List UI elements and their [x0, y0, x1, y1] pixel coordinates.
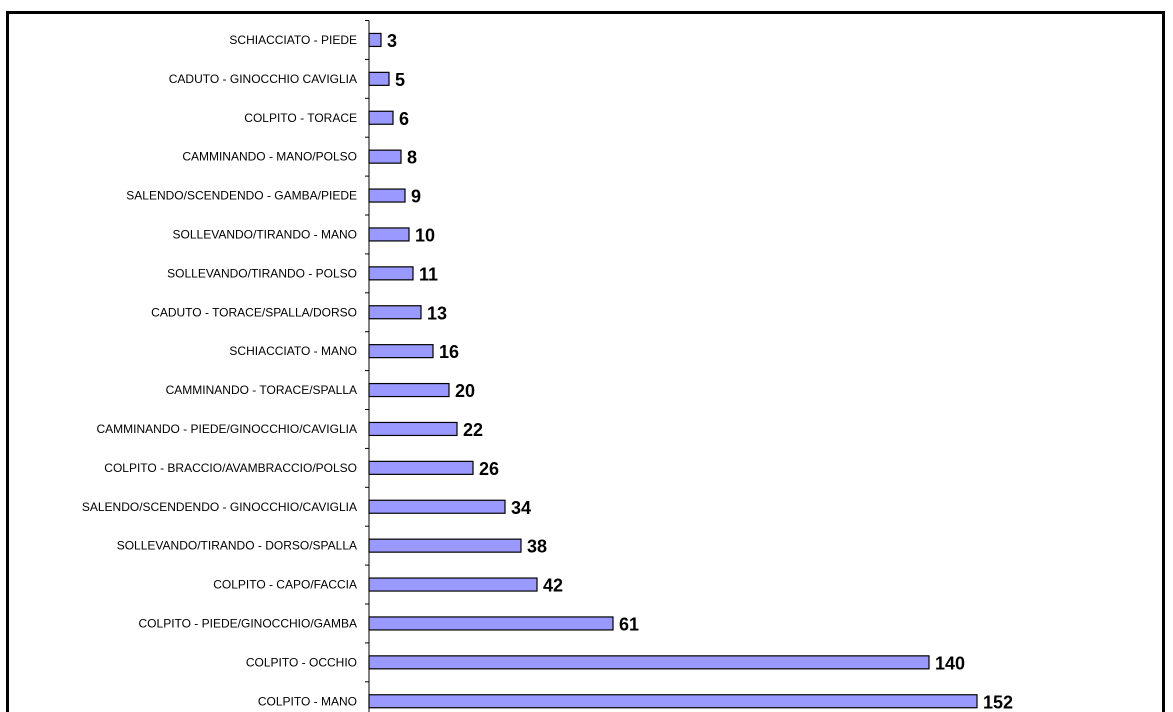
category-label: COLPITO - MANO [258, 694, 357, 708]
value-label: 8 [407, 148, 417, 168]
bar [368, 577, 538, 592]
value-label: 61 [619, 614, 639, 634]
category-label: CAMMINANDO - PIEDE/GINOCCHIO/CAVIGLIA [97, 422, 357, 436]
value-label: 34 [511, 498, 531, 518]
category-label: COLPITO - OCCHIO [246, 655, 357, 669]
bar [368, 149, 402, 164]
category-label: SALENDO/SCENDENDO - GAMBA/PIEDE [126, 189, 357, 203]
value-label: 22 [463, 420, 483, 440]
value-label: 11 [419, 264, 438, 284]
value-label: 13 [427, 303, 447, 323]
bar [368, 32, 382, 48]
value-label: 26 [479, 459, 499, 479]
category-label: COLPITO - BRACCIO/AVAMBRACCIO/POLSO [104, 461, 357, 475]
category-label: SCHIACCIATO - PIEDE [229, 33, 357, 47]
bar [368, 227, 410, 242]
bar [368, 344, 434, 359]
category-label: SOLLEVANDO/TIRANDO - DORSO/SPALLA [117, 539, 357, 553]
value-label: 140 [935, 653, 965, 673]
bar [368, 71, 390, 86]
category-label: SCHIACCIATO - MANO [229, 344, 357, 358]
bar [368, 538, 522, 553]
value-labels: 3 5 6 8 9 10 11 13 16 20 22 26 34 38 42 61 140 152 [387, 31, 1013, 712]
bar [368, 382, 450, 398]
chart-frame [6, 11, 1165, 712]
bar [368, 110, 394, 125]
value-label: 152 [983, 692, 1013, 712]
category-label: CADUTO - TORACE/SPALLA/DORSO [151, 305, 357, 319]
category-label: SALENDO/SCENDENDO - GINOCCHIO/CAVIGLIA [82, 500, 357, 514]
bars [368, 32, 978, 709]
bar [368, 266, 414, 281]
bar [368, 188, 406, 203]
category-label: COLPITO - PIEDE/GINOCCHIO/GAMBA [139, 616, 357, 630]
bar [368, 305, 422, 320]
category-label: SOLLEVANDO/TIRANDO - MANO [173, 227, 357, 241]
bar [368, 694, 978, 709]
category-label: CAMMINANDO - MANO/POLSO [182, 150, 357, 164]
category-label: SOLLEVANDO/TIRANDO - POLSO [167, 266, 357, 280]
bar [368, 655, 930, 670]
value-label: 6 [399, 109, 409, 129]
value-label: 10 [415, 225, 435, 245]
value-label: 38 [527, 537, 547, 557]
bar [368, 616, 614, 631]
bar [368, 421, 458, 437]
category-axis [365, 20, 370, 712]
value-label: 9 [411, 187, 421, 207]
category-label: CAMMINANDO - TORACE/SPALLA [166, 383, 357, 397]
value-label: 3 [387, 31, 397, 51]
value-label: 5 [395, 70, 405, 90]
value-label: 20 [455, 381, 475, 401]
category-labels: SCHIACCIATO - PIEDE CADUTO - GINOCCHIO CA… [82, 33, 357, 708]
category-label: CADUTO - GINOCCHIO CAVIGLIA [169, 72, 357, 86]
bar [368, 499, 506, 514]
category-label: COLPITO - CAPO/FACCIA [213, 578, 357, 592]
category-label: COLPITO - TORACE [244, 111, 357, 125]
bar [368, 460, 474, 475]
value-label: 16 [439, 342, 459, 362]
value-label: 42 [543, 576, 563, 596]
